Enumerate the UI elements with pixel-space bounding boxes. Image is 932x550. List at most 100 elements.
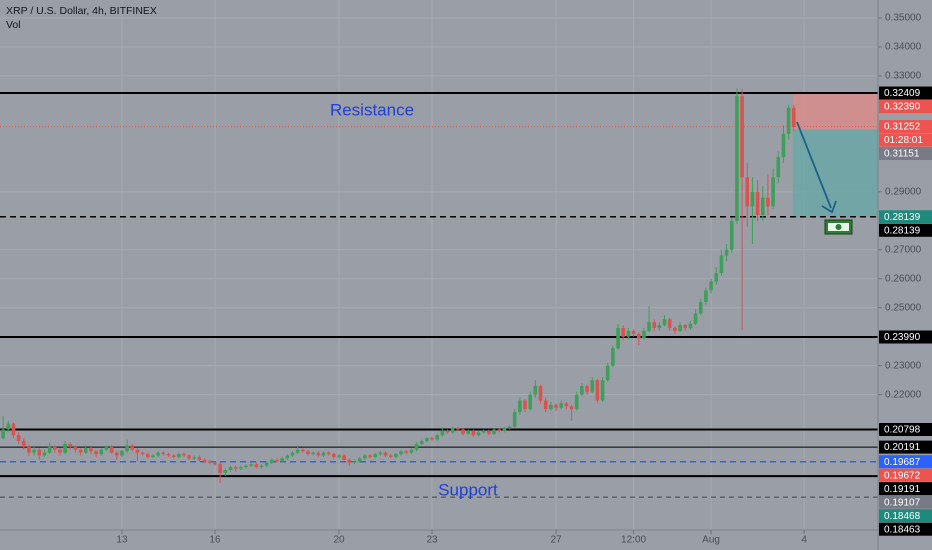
price-label-box: [879, 455, 932, 469]
candle-body: [688, 323, 693, 329]
candle-body: [662, 319, 667, 326]
candles: [1, 88, 796, 484]
candle-body: [430, 438, 434, 440]
candle-body: [177, 454, 181, 457]
candle-body: [667, 319, 672, 329]
candle-body: [125, 445, 129, 452]
candle-body: [729, 220, 734, 250]
candle-body: [740, 96, 744, 178]
money-icon: [824, 219, 853, 235]
price-label-box: [879, 522, 932, 536]
price-label-box: [879, 86, 932, 100]
stop-zone: [792, 93, 878, 130]
x-tick-label: Aug: [702, 535, 720, 546]
candle-body: [213, 462, 217, 465]
candle-body: [187, 455, 191, 459]
price-label: 0.32390: [884, 102, 921, 113]
candle-body: [605, 365, 610, 381]
candle-body: [580, 385, 584, 395]
x-tick-label: 23: [426, 535, 438, 546]
candle-body: [631, 330, 636, 334]
candle-body: [130, 445, 135, 450]
candle-body: [621, 328, 626, 337]
candle-body: [414, 443, 419, 450]
candle-body: [533, 385, 538, 395]
candle-body: [42, 452, 47, 456]
candle-body: [435, 435, 439, 440]
candle-body: [791, 107, 796, 127]
candle-body: [47, 446, 52, 453]
candle-body: [642, 330, 646, 339]
candle-body: [559, 403, 564, 408]
candle-body: [678, 325, 682, 331]
price-label-box: [879, 210, 932, 224]
candle-body: [502, 427, 507, 431]
candle-body: [419, 441, 424, 444]
candle-body: [342, 455, 346, 460]
candle-body: [771, 177, 775, 207]
candle-body: [636, 333, 641, 339]
chart-subtitle: Vol: [6, 19, 21, 31]
y-tick-label: 0.34000: [885, 42, 922, 53]
candle-body: [233, 467, 238, 469]
candle-body: [104, 446, 109, 450]
candle-body: [512, 412, 517, 427]
candle-body: [270, 459, 274, 463]
price-label: 0.31252: [884, 122, 921, 133]
price-label-box: [879, 330, 932, 344]
candle-body: [171, 455, 176, 457]
grid: [0, 0, 878, 530]
candle-body: [693, 313, 698, 324]
x-tick-label: 4: [801, 535, 807, 546]
y-tick-label: 0.25000: [885, 302, 922, 313]
candle-body: [673, 328, 677, 331]
y-tick-label: 0.29000: [885, 186, 922, 197]
candle-body: [404, 451, 408, 453]
candle-body: [487, 430, 491, 434]
candle-body: [239, 467, 243, 469]
candle-body: [683, 325, 688, 329]
candle-body: [523, 400, 527, 410]
candle-body: [254, 464, 259, 468]
candle-body: [208, 461, 212, 463]
price-label: 0.19191: [884, 484, 921, 495]
candle-body: [11, 423, 16, 436]
price-label: 0.31151: [884, 149, 920, 160]
x-tick-label: 27: [550, 535, 562, 546]
candle-body: [368, 455, 372, 457]
arrow-head: [821, 200, 837, 214]
price-label: 0.19672: [884, 470, 921, 481]
candle-body: [616, 328, 620, 349]
candle-body: [507, 426, 512, 428]
candle-body: [445, 430, 450, 433]
candle-body: [280, 458, 284, 462]
price-label: 0.23990: [884, 332, 921, 343]
candle-body: [21, 441, 26, 447]
candle-body: [166, 454, 171, 456]
price-label: 0.19687: [884, 457, 921, 468]
axes: 0.35000 0.34000 0.33000 0.29000 0.27000 0.260…: [116, 13, 921, 546]
candle-body: [140, 452, 145, 455]
price-label-box: [879, 423, 932, 437]
candle-body: [492, 429, 496, 434]
candle-body: [306, 451, 310, 455]
candle-body: [776, 157, 781, 178]
y-tick-label: 0.23000: [885, 360, 922, 371]
candle-body: [32, 449, 36, 453]
money-coin: [835, 224, 842, 230]
candle-body: [714, 272, 719, 282]
candle-body: [16, 435, 21, 442]
candle-body: [657, 325, 662, 329]
candle-body: [373, 454, 377, 457]
candle-body: [590, 380, 595, 392]
candle-body: [275, 459, 279, 462]
price-label: 0.18468: [884, 511, 921, 522]
candle-body: [481, 430, 486, 433]
candle-body: [73, 446, 78, 450]
candle-body: [399, 451, 403, 455]
candle-body: [352, 461, 357, 463]
y-tick-label: 0.22000: [885, 389, 922, 400]
candle-body: [543, 400, 548, 410]
candle-body: [450, 427, 455, 433]
